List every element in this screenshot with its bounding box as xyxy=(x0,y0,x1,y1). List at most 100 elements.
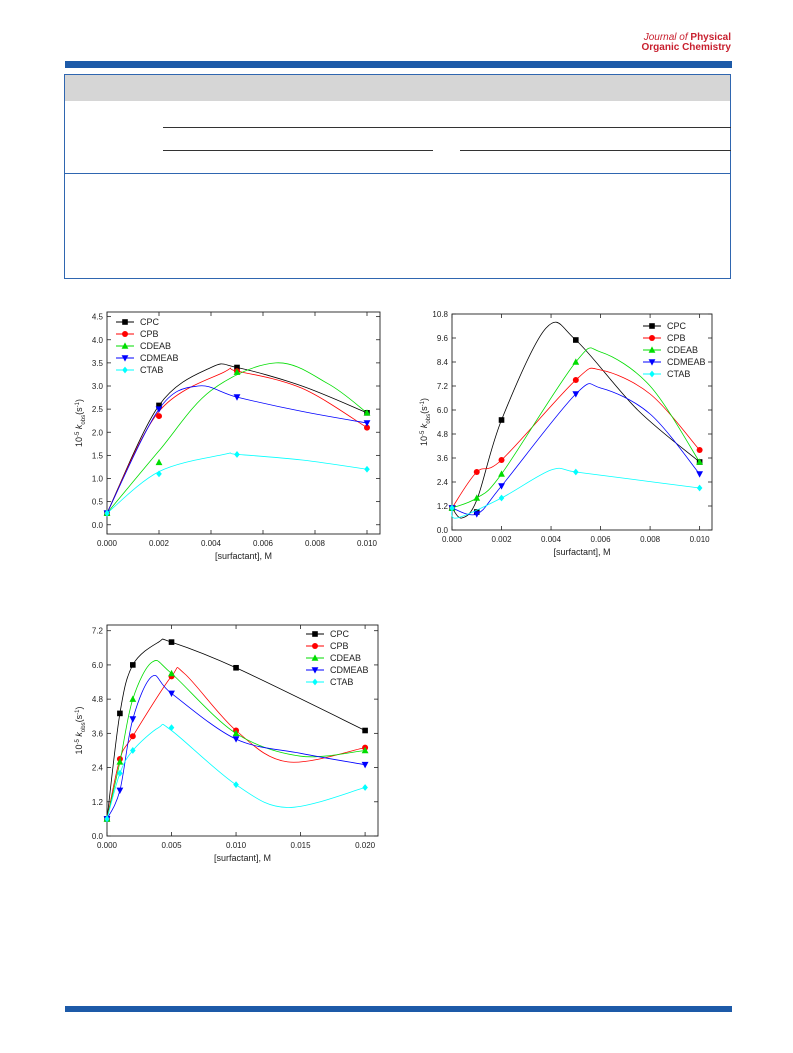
x-tick-label: 0.010 xyxy=(357,539,378,548)
y-tick-label: 2.5 xyxy=(92,405,104,414)
legend-marker-cpc xyxy=(649,323,655,329)
legend-marker-cdeab xyxy=(121,342,129,349)
point-ctab xyxy=(573,468,579,476)
point-ctab xyxy=(364,465,370,473)
x-tick-label: 0.000 xyxy=(442,535,463,544)
table-rule-spanner xyxy=(163,127,731,128)
figure-a: 0.000 0.002 0.004 0.006 0.008 0.010 0.0 0.5 1.0 1… xyxy=(70,308,390,573)
chart-a: 0.000 0.002 0.004 0.006 0.008 0.010 0.0 0.5 1.0 1… xyxy=(74,311,381,561)
point-cdmeab xyxy=(363,420,371,427)
point-ctab xyxy=(233,781,239,789)
legend-marker-ctab xyxy=(312,678,318,686)
x-axis-label: [surfactant], M xyxy=(215,551,272,561)
series-line-cdmeab xyxy=(106,385,368,514)
legend-label-cdeab: CDEAB xyxy=(667,345,698,355)
y-axis-label: 10-5 kobs(s-1) xyxy=(74,707,87,755)
x-tick-label: 0.002 xyxy=(149,539,170,548)
chart-c: 0.000 0.005 0.010 0.015 0.020 0.0 1.2 2.4 3.6 4.8… xyxy=(74,624,379,863)
y-tick-label: 3.6 xyxy=(437,454,449,463)
legend-label-ctab: CTAB xyxy=(667,369,690,379)
point-cdmeab xyxy=(168,690,175,698)
series-line-cpc xyxy=(451,321,700,519)
y-tick-label: 4.5 xyxy=(92,313,104,322)
point-cpc xyxy=(130,662,136,668)
x-tick-label: 0.008 xyxy=(640,535,661,544)
legend-marker-cpb xyxy=(122,331,128,337)
x-tick-label: 0.004 xyxy=(541,535,562,544)
point-cdmeab xyxy=(696,471,704,478)
series-line-ctab xyxy=(106,723,366,820)
point-cpc xyxy=(362,727,368,734)
y-tick-label: 0.0 xyxy=(92,832,104,841)
legend-label-cdmeab: CDMEAB xyxy=(140,353,179,363)
point-cdeab xyxy=(361,746,369,754)
x-tick-label: 0.008 xyxy=(305,539,326,548)
legend-label-ctab: CTAB xyxy=(330,677,353,687)
journal-logo-physical: Physical xyxy=(690,32,731,43)
point-cdmeab xyxy=(155,406,163,413)
journal-logo: Journal of Physical Organic Chemistry xyxy=(642,33,731,53)
point-cpc xyxy=(498,417,505,423)
point-cdmeab xyxy=(473,511,481,518)
series-line-cdeab xyxy=(106,362,368,514)
figure-c: 0.000 0.005 0.010 0.015 0.020 0.0 1.2 2.4 3.6 4.8… xyxy=(70,620,390,875)
point-ctab xyxy=(362,784,368,791)
point-cpb xyxy=(572,377,579,383)
legend-label-cdmeab: CDMEAB xyxy=(667,357,706,367)
x-tick-label: 0.005 xyxy=(162,841,183,850)
y-tick-label: 1.2 xyxy=(92,798,104,807)
point-cdeab xyxy=(473,494,481,501)
x-tick-label: 0.015 xyxy=(291,841,312,850)
legend-label-cdeab: CDEAB xyxy=(330,653,361,663)
point-cdeab xyxy=(572,358,580,365)
y-tick-label: 7.2 xyxy=(92,627,104,636)
point-cdeab xyxy=(233,368,241,375)
chart-b: 0.000 0.002 0.004 0.006 0.008 0.010 0.0 1.2 2.4 3… xyxy=(419,310,713,557)
legend-marker-cpc xyxy=(312,631,318,637)
series-line-cdeab xyxy=(106,660,366,819)
y-tick-label: 0.5 xyxy=(92,498,104,507)
series-line-cpc xyxy=(106,638,366,819)
point-cdeab xyxy=(168,669,175,677)
y-tick-label: 2.4 xyxy=(92,764,104,773)
series-cpb xyxy=(104,367,370,517)
point-cdmeab xyxy=(116,787,124,794)
point-cpb xyxy=(696,447,703,453)
x-tick-label: 0.004 xyxy=(201,539,222,548)
y-tick-label: 0.0 xyxy=(92,521,104,530)
journal-logo-organic-chemistry: Organic Chemistry xyxy=(641,42,731,53)
table-rule-group-right xyxy=(460,150,731,151)
point-cpc xyxy=(117,710,123,717)
point-cdeab xyxy=(129,695,137,702)
series-cpc xyxy=(104,363,370,516)
y-tick-label: 10.8 xyxy=(432,310,448,319)
y-tick-label: 7.2 xyxy=(437,382,449,391)
point-cpb xyxy=(156,413,162,420)
point-cdeab xyxy=(498,470,505,477)
y-tick-label: 6.0 xyxy=(437,406,449,415)
legend-marker-cdeab xyxy=(648,346,656,353)
point-cdmeab xyxy=(232,736,240,743)
point-cpc xyxy=(573,337,579,343)
series-ctab xyxy=(449,467,703,519)
series-line-cpb xyxy=(106,367,368,514)
series-line-cpb xyxy=(106,667,366,819)
series-line-cpb xyxy=(451,367,700,509)
legend-marker-cpb xyxy=(649,335,655,341)
series-line-ctab xyxy=(106,452,368,514)
point-cpb xyxy=(473,469,480,475)
y-tick-label: 9.6 xyxy=(437,334,449,343)
point-cdmeab xyxy=(572,391,580,398)
point-cdeab xyxy=(363,409,371,416)
series-line-cdeab xyxy=(451,347,700,509)
table-rule-header-bottom xyxy=(65,173,731,174)
point-cpb xyxy=(498,457,505,463)
point-cpc xyxy=(233,664,239,671)
legend-marker-cpb xyxy=(312,643,318,649)
series-cpb xyxy=(104,667,369,822)
series-cpb xyxy=(449,367,703,511)
legend-label-cpb: CPB xyxy=(140,329,159,339)
point-cdeab xyxy=(232,729,240,737)
journal-logo-prefix: Journal of xyxy=(643,32,691,43)
point-cpb xyxy=(129,733,136,740)
